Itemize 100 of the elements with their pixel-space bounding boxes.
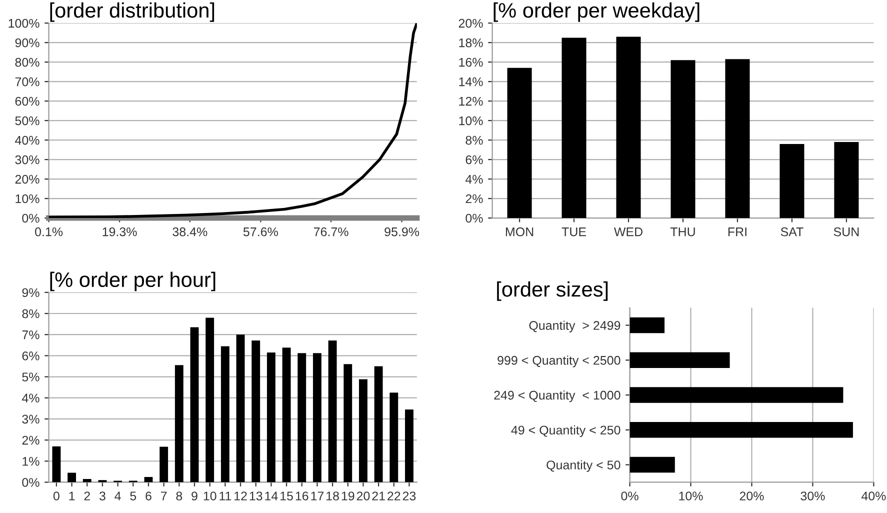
x-tick-label: 11	[220, 492, 232, 500]
x-tick-label: 76.7%	[314, 227, 348, 236]
bar	[725, 59, 750, 218]
bar	[630, 317, 665, 334]
bar	[236, 334, 245, 482]
x-tick-label: 10	[204, 492, 216, 500]
bar	[220, 346, 230, 482]
x-tick-label: 21	[372, 492, 385, 500]
x-tick-label: 23	[402, 492, 416, 500]
y-tick-label: 6%	[22, 351, 40, 360]
y-tick-label: 30%	[15, 155, 40, 164]
y-tick-label: 40%	[15, 136, 40, 145]
x-tick-label: MON	[506, 227, 534, 236]
x-tick-label: 15	[280, 492, 293, 500]
x-tick-label: 10%	[679, 492, 703, 500]
bar	[616, 36, 641, 218]
chart-title: [order sizes]	[497, 281, 608, 301]
x-tick-label: 14	[265, 492, 278, 500]
x-tick-label: 20	[356, 492, 370, 500]
bar	[52, 446, 61, 482]
bar	[82, 479, 92, 482]
x-tick-label: 8	[176, 492, 182, 500]
y-tick-label: 4%	[465, 174, 483, 184]
x-tick-label: 7	[160, 492, 167, 500]
x-tick-label: 22	[388, 492, 400, 500]
y-tick-label: 9%	[22, 288, 40, 298]
y-tick-label: 249 < Quantity < 1000	[494, 390, 620, 402]
x-tick-label: 0	[53, 492, 60, 500]
bar	[252, 340, 260, 482]
bar	[630, 422, 853, 438]
x-tick-label: 3	[99, 492, 106, 500]
y-tick-label: 12%	[459, 96, 483, 106]
x-tick-label: 19.3%	[102, 227, 137, 236]
x-tick-label: 30%	[800, 492, 825, 500]
x-tick-label: TUE	[562, 228, 586, 236]
y-tick-label: 2%	[466, 194, 483, 204]
y-tick-label: 10%	[459, 116, 483, 126]
y-tick-label: 0%	[22, 478, 40, 487]
bar	[298, 353, 306, 482]
y-tick-label: 10%	[16, 194, 40, 204]
x-tick-label: 40%	[861, 492, 886, 500]
bar	[266, 352, 276, 482]
y-tick-label: 3%	[22, 414, 40, 424]
y-tick-label: 999 < Quantity < 2500	[498, 356, 620, 368]
bar	[834, 142, 859, 218]
bar	[312, 353, 322, 482]
bar	[630, 352, 730, 368]
y-tick-label: 0%	[466, 214, 483, 223]
x-tick-label: 0.1%	[35, 227, 63, 236]
bar	[282, 348, 291, 482]
chart-title: [% order per weekday]	[494, 2, 700, 22]
bar	[780, 144, 804, 218]
x-tick-label: 17	[311, 492, 324, 500]
x-tick-label: 57.6%	[243, 227, 278, 236]
y-tick-label: Quantity > 2499	[529, 320, 620, 332]
y-tick-label: 7%	[22, 330, 40, 340]
bar	[507, 68, 532, 218]
bar	[358, 379, 368, 482]
y-tick-label: 80%	[15, 58, 40, 67]
bar	[160, 446, 168, 482]
y-tick-label: 20%	[458, 18, 483, 28]
y-tick-label: 16%	[459, 58, 483, 67]
y-tick-label: 18%	[459, 38, 483, 48]
y-tick-label: 100%	[8, 18, 40, 28]
bar	[390, 392, 398, 482]
bar	[630, 387, 844, 403]
x-tick-label: WED	[614, 228, 642, 236]
x-tick-label: SUN	[834, 227, 859, 236]
line-series	[48, 23, 417, 218]
x-tick-label: 1	[69, 492, 75, 500]
x-tick-label: THU	[670, 228, 695, 236]
x-tick-label: 12	[234, 492, 247, 500]
y-tick-label: 14%	[459, 77, 483, 86]
y-tick-label: Quantity < 50	[546, 460, 620, 472]
chart-title: [order distribution]	[50, 2, 214, 22]
bar	[344, 364, 352, 482]
bar	[68, 472, 76, 482]
x-tick-label: 19	[342, 492, 354, 500]
y-tick-label: 70%	[15, 77, 40, 86]
y-tick-label: 4%	[22, 394, 40, 402]
x-tick-label: 13	[250, 492, 262, 500]
y-tick-label: 90%	[15, 38, 40, 48]
x-tick-label: FRI	[728, 228, 746, 236]
bar	[206, 318, 214, 482]
bar	[328, 340, 337, 482]
bar	[190, 327, 199, 482]
x-tick-label: 16	[296, 492, 308, 500]
x-tick-label: 2	[84, 492, 90, 500]
x-tick-label: 6	[146, 492, 152, 500]
bar	[144, 476, 153, 482]
y-tick-label: 50%	[15, 116, 40, 126]
y-tick-label: 8%	[466, 136, 483, 145]
x-tick-label: 20%	[740, 492, 764, 500]
bar	[174, 365, 184, 482]
x-tick-label: 18	[326, 492, 339, 500]
x-tick-label: 4	[114, 492, 121, 500]
x-tick-label: 5	[130, 492, 136, 500]
bar	[670, 60, 696, 218]
y-tick-label: 2%	[22, 436, 40, 445]
bar	[374, 366, 383, 482]
